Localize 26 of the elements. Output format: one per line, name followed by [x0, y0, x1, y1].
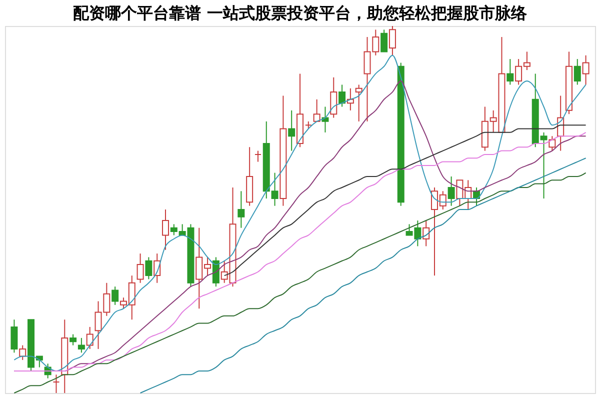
candlestick — [10, 319, 18, 354]
candlestick — [112, 286, 119, 306]
candlestick — [330, 76, 338, 118]
candlestick — [574, 58, 581, 86]
chart-title: 配资哪个平台靠谱 一站式股票投资平台，助您轻松把握股市脉络 — [73, 4, 528, 22]
candlestick — [86, 326, 94, 350]
candlestick — [582, 54, 590, 86]
candlestick — [212, 256, 220, 288]
candlestick — [162, 209, 170, 250]
candlestick — [19, 344, 26, 360]
candlestick — [70, 334, 77, 346]
candlestick — [355, 84, 362, 122]
candlestick — [78, 337, 85, 354]
candlestick — [338, 84, 346, 108]
candlestick — [506, 58, 514, 86]
candlestick — [313, 98, 320, 122]
candlestick — [380, 29, 388, 52]
candlestick — [254, 150, 262, 162]
candlestick — [145, 256, 152, 280]
candlestick — [388, 26, 396, 56]
candlestick — [288, 110, 296, 152]
candlestick — [136, 253, 144, 284]
candlestick — [52, 374, 60, 394]
candlestick — [422, 220, 430, 247]
candlestick — [448, 176, 455, 206]
candlestick — [238, 190, 245, 228]
